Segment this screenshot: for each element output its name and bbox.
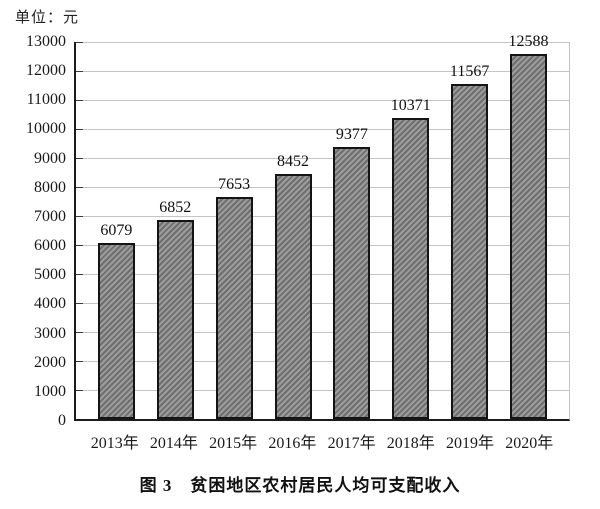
gridline	[76, 216, 569, 218]
gridline	[76, 100, 569, 101]
y-axis-tick	[76, 245, 83, 246]
y-axis-label: 5000	[34, 266, 66, 284]
bar	[333, 147, 371, 419]
bar-group: 8452	[274, 42, 312, 419]
gridline	[76, 71, 569, 72]
x-axis-label: 2018年	[387, 429, 435, 452]
bar-group: 6852	[156, 42, 194, 419]
x-axis-label-text: 2019年	[446, 435, 495, 452]
bar-group: 10371	[390, 42, 431, 419]
y-axis-tick	[76, 216, 83, 218]
x-axis-label-text: 2017年	[327, 435, 376, 452]
bar	[215, 197, 253, 419]
y-axis-tick	[76, 100, 83, 101]
y-axis-tick	[76, 361, 83, 363]
bar-value-label: 6852	[159, 199, 192, 217]
gridline	[76, 361, 569, 363]
figure-caption: 图 3 贫困地区农村居民人均可支配收入	[139, 476, 461, 495]
x-axis-labels: 2013年 2014年 2015年 2016年 2017年 2018年 2019年 2020年	[74, 429, 570, 452]
gridline	[76, 274, 569, 275]
gridline	[76, 187, 569, 189]
bar-group: 12588	[509, 33, 549, 419]
bar-value-label: 6079	[100, 221, 133, 239]
bar-value-label: 10371	[390, 97, 431, 115]
bar-value-label: 9377	[335, 126, 368, 144]
x-axis-label-text: 2020年	[505, 435, 554, 452]
x-axis-label: 2020年	[505, 429, 553, 452]
gridline	[76, 332, 569, 333]
x-axis-label: 2013年	[91, 429, 139, 452]
y-axis-tick	[76, 158, 83, 160]
y-axis-tick	[76, 42, 83, 43]
x-axis-label: 2014年	[150, 429, 198, 452]
y-axis-label: 9000	[34, 149, 66, 167]
x-axis-label: 2017年	[328, 429, 376, 452]
gridline	[76, 129, 569, 130]
gridline	[76, 390, 569, 392]
bar	[510, 53, 547, 419]
y-axis-label: 10000	[26, 120, 66, 138]
y-axis-tick	[76, 71, 83, 72]
bar-value-label: 8452	[277, 152, 309, 170]
y-axis-label: 11000	[26, 91, 66, 109]
bar-value-label: 7653	[218, 176, 251, 194]
x-axis-label-text: 2016年	[268, 435, 317, 452]
y-axis-tick	[76, 303, 83, 305]
bar	[97, 242, 135, 419]
x-axis-label-text: 2014年	[149, 435, 198, 452]
y-axis-tick	[76, 390, 83, 392]
y-axis-label: 7000	[34, 207, 66, 225]
y-axis-label: 8000	[34, 178, 66, 196]
bars-container: 6079 6852 7653 8452 9377 10371 11567 12588	[76, 33, 569, 419]
y-axis-tick	[76, 274, 83, 275]
y-axis-label: 0	[58, 412, 66, 429]
bar	[274, 173, 312, 419]
x-axis-label: 2019年	[446, 429, 494, 452]
x-axis-label: 2016年	[268, 429, 316, 452]
bar-group: 11567	[449, 42, 490, 419]
bar-group: 9377	[333, 42, 371, 419]
y-axis-tick	[76, 129, 83, 130]
plot-area: 6079 6852 7653 8452 9377 10371 11567 12588	[74, 33, 570, 421]
gridline	[76, 303, 569, 305]
bar-value-label: 12588	[508, 32, 549, 50]
y-axis-label: 6000	[34, 237, 66, 255]
y-axis-label: 4000	[34, 295, 66, 313]
bar-value-label: 11567	[449, 62, 490, 80]
bar-group: 6079	[97, 42, 135, 419]
unit-label: 单位：元	[15, 10, 80, 26]
y-axis-tick	[76, 332, 83, 333]
y-axis-labels: 0 1000 2000 3000 4000 5000 6000 7000 8000 9000 100…	[0, 34, 66, 429]
y-axis-label: 12000	[26, 62, 66, 80]
bar	[156, 220, 194, 419]
y-axis-label: 2000	[34, 353, 66, 371]
bar-group: 7653	[215, 42, 253, 419]
gridline	[76, 42, 569, 43]
x-axis-label-text: 2013年	[90, 435, 139, 452]
y-axis-label: 3000	[34, 324, 66, 342]
y-axis-tick	[76, 187, 83, 189]
bar	[451, 83, 489, 419]
bar	[392, 118, 430, 419]
x-axis-label-text: 2018年	[386, 435, 435, 452]
y-axis-label: 13000	[26, 33, 66, 50]
x-axis-label-text: 2015年	[209, 435, 258, 452]
y-axis-label: 1000	[34, 382, 66, 400]
gridline	[76, 245, 569, 246]
x-axis-label: 2015年	[209, 429, 257, 452]
gridline	[76, 158, 569, 160]
